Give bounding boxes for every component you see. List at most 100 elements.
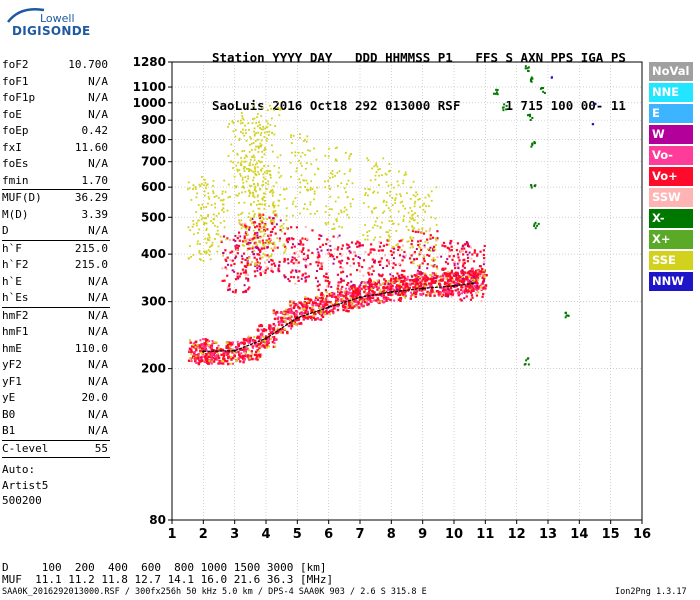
echo-point <box>481 280 485 284</box>
echo-point <box>245 290 248 293</box>
echo-point <box>435 272 438 275</box>
echo-point <box>269 170 272 172</box>
echo-point <box>367 188 370 190</box>
echo-point <box>421 262 424 265</box>
echo-point <box>369 179 372 182</box>
echo-point <box>271 242 275 245</box>
echo-point <box>212 351 215 354</box>
echo-point <box>254 213 256 216</box>
echo-point <box>255 264 258 267</box>
echo-point <box>252 229 255 232</box>
echo-point <box>366 286 370 289</box>
echo-point <box>331 255 335 258</box>
echo-point <box>244 222 247 225</box>
echo-point <box>188 187 191 190</box>
echo-point <box>229 195 232 198</box>
echo-point <box>329 240 332 243</box>
echo-point <box>324 186 327 189</box>
echo-point <box>382 211 384 214</box>
y-tick-label: 1000 <box>133 96 166 110</box>
echo-point <box>202 345 205 348</box>
autoscaling-info: Auto: Artist5 500200 <box>2 462 110 509</box>
echo-point <box>203 251 206 254</box>
echo-point <box>450 249 453 252</box>
echo-point <box>274 324 277 327</box>
echo-point <box>303 179 306 182</box>
echo-point <box>323 301 326 304</box>
echo-point <box>217 352 220 355</box>
echo-point <box>321 304 325 308</box>
echo-point <box>424 281 427 284</box>
header-columns: Station YYYY DAY DDD HHMMSS P1 FFS S AXN… <box>212 50 626 65</box>
echo-point <box>348 216 350 219</box>
echo-point <box>226 362 230 366</box>
echo-point <box>220 239 223 242</box>
echo-point <box>245 339 249 342</box>
echo-point <box>318 237 321 241</box>
echo-point <box>226 286 229 289</box>
echo-point <box>382 201 385 203</box>
echo-point <box>421 204 424 207</box>
echo-cloud <box>186 65 597 366</box>
echo-point <box>202 338 205 341</box>
echo-point <box>286 240 289 244</box>
echo-point <box>261 106 264 109</box>
echo-point <box>234 135 237 138</box>
echo-point <box>389 236 391 239</box>
echo-point <box>262 125 265 128</box>
echo-point <box>340 288 343 291</box>
echo-point <box>267 243 270 245</box>
echo-point <box>332 310 335 314</box>
echo-point <box>278 166 280 169</box>
echo-point <box>280 175 283 177</box>
echo-point <box>232 130 235 133</box>
echo-point <box>468 288 471 291</box>
echo-point <box>335 297 339 300</box>
echo-point <box>316 316 319 319</box>
echo-point <box>293 245 296 248</box>
echo-point <box>304 237 307 241</box>
echo-point <box>430 282 433 285</box>
echo-point <box>477 279 480 282</box>
echo-point <box>379 226 382 229</box>
echo-point <box>254 163 257 166</box>
echo-point <box>327 180 330 182</box>
echo-point <box>221 279 224 282</box>
echo-point <box>278 199 281 202</box>
echo-point <box>297 261 300 264</box>
echo-point <box>362 234 365 237</box>
echo-point <box>385 299 388 302</box>
echo-point <box>459 249 462 252</box>
echo-point <box>415 191 417 194</box>
echo-point <box>253 156 256 159</box>
echo-point <box>424 196 427 199</box>
echo-point <box>418 272 421 275</box>
echo-point <box>475 287 478 291</box>
echo-point <box>248 184 251 187</box>
echo-point <box>207 234 210 237</box>
echo-point <box>260 328 263 331</box>
echo-point <box>189 357 192 360</box>
echo-point <box>217 245 220 248</box>
echo-point <box>406 275 409 278</box>
echo-point <box>415 257 418 261</box>
echo-point <box>205 340 208 343</box>
echo-point <box>370 300 373 303</box>
echo-point <box>449 292 453 296</box>
echo-point <box>215 233 218 235</box>
echo-point <box>255 242 258 245</box>
echo-point <box>384 172 387 175</box>
echo-point <box>260 230 263 233</box>
echo-point <box>227 183 230 186</box>
echo-point <box>272 217 275 220</box>
echo-point <box>310 310 313 313</box>
echo-point <box>392 222 395 225</box>
echo-point <box>413 219 416 222</box>
autoscaling-line: Artist5 <box>2 478 49 492</box>
echo-point <box>252 210 255 213</box>
echo-point <box>212 353 215 357</box>
echo-point <box>352 258 355 261</box>
echo-point <box>305 301 309 305</box>
echo-point <box>368 282 371 285</box>
echo-point <box>221 192 224 195</box>
